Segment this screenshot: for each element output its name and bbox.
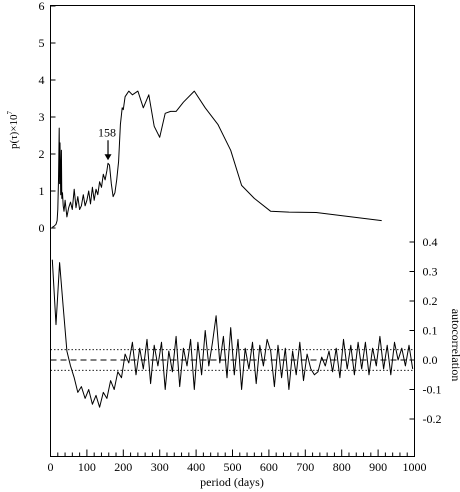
top-y-tick-label: 4 [39,73,45,87]
annotation-arrow-head [104,154,112,161]
periodogram-line [52,90,382,228]
series-layer [51,90,414,408]
bottom-y-tick-label: -0.2 [423,412,442,426]
top-panel-y-axis-label: p(τ)×107 [6,111,20,149]
top-y-tick-label: 1 [39,184,45,198]
autocorrelation-line [51,259,414,408]
annotation-label: 158 [98,125,116,139]
bottom-y-tick-label: 0.1 [423,324,438,338]
x-tick-label: 500 [224,460,242,474]
y-axis-label-exponent: 7 [6,111,14,115]
top-y-tick-label: 6 [39,0,45,13]
x-axis-label: period (days) [200,475,264,489]
x-tick-label: 1000 [403,460,427,474]
bottom-y-tick-label: -0.1 [423,383,442,397]
bottom-y-tick-label: 0.0 [423,353,438,367]
x-tick-label: 200 [114,460,132,474]
bottom-y-tick-label: 0.3 [423,265,438,279]
x-tick-label: 100 [78,460,96,474]
x-tick-label: 800 [333,460,351,474]
x-tick-label: 0 [48,460,54,474]
bottom-panel-y-axis-label: autocorrelation [449,309,460,382]
top-y-tick-label: 0 [39,221,45,235]
top-y-tick-label: 3 [39,110,45,124]
top-y-tick-label: 5 [39,36,45,50]
plot-frame [50,5,415,457]
top-panel-y-axis: 0 1 2 3 4 5 6 [39,0,56,235]
x-tick-label: 300 [151,460,169,474]
x-tick-label: 600 [260,460,278,474]
top-y-tick-label: 2 [39,147,45,161]
bottom-y-tick-label: 0.4 [423,235,438,249]
bottom-y-tick-label: 0.2 [423,294,438,308]
period-annotation: 158 [98,125,116,161]
x-tick-label: 700 [296,460,314,474]
x-axis: 0 100 200 300 400 500 600 700 800 900 1000 [48,449,427,474]
x-tick-label: 400 [187,460,205,474]
x-tick-label: 900 [369,460,387,474]
